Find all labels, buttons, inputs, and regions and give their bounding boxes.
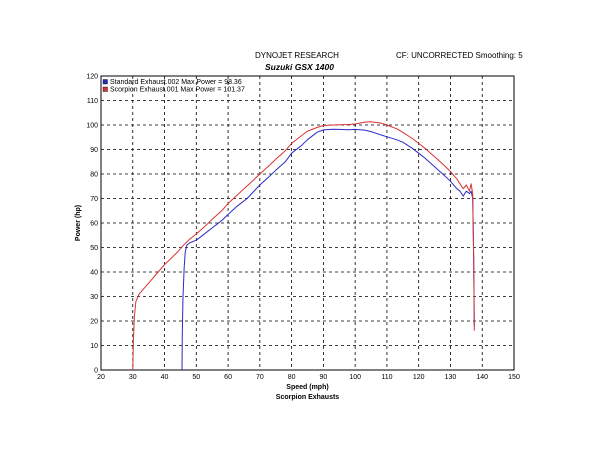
y-tick-label: 70 [90, 196, 98, 203]
y-tick-label: 40 [90, 270, 98, 277]
x-tick-label: 120 [413, 374, 425, 381]
y-tick-label: 0 [94, 368, 98, 375]
chart-title: DYNOJET RESEARCH [255, 51, 339, 60]
x-tick-label: 140 [476, 374, 488, 381]
x-tick-label: 50 [192, 374, 200, 381]
legend-swatch [102, 86, 108, 92]
x-tick-label: 60 [224, 374, 232, 381]
y-tick-label: 80 [90, 172, 98, 179]
x-tick-label: 130 [445, 374, 457, 381]
y-tick-label: 20 [90, 319, 98, 326]
grid-lines [100, 75, 515, 371]
x-tick-label: 30 [129, 374, 137, 381]
x-tick-label: 40 [161, 374, 169, 381]
y-tick-label: 100 [86, 123, 98, 130]
series-line-2 [132, 121, 475, 371]
legend-swatch [102, 79, 108, 85]
axis-ticks: 20 30 40 50 60 70 80 90 100 110 120 130 140 150 0 10 20 3… [86, 74, 520, 382]
x-tick-label: 20 [97, 374, 105, 381]
x-tick-label: 150 [508, 374, 520, 381]
x-tick-label: 80 [288, 374, 296, 381]
x-tick-label: 70 [256, 374, 264, 381]
y-tick-label: 120 [86, 74, 98, 81]
series-lines [132, 121, 475, 371]
y-tick-label: 30 [90, 294, 98, 301]
y-tick-label: 50 [90, 245, 98, 252]
series-line-1 [181, 128, 475, 371]
y-tick-label: 60 [90, 221, 98, 228]
chart-subtitle: Suzuki GSX 1400 [265, 62, 334, 72]
dyno-settings: CF: UNCORRECTED Smoothing: 5 [396, 51, 523, 60]
x-tick-label: 110 [381, 374, 392, 381]
legend-entry: Standard Exhaust.002 Max Power = 98.36 [110, 79, 242, 86]
legend-entry: Scorpion Exhaust.001 Max Power = 101.37 [110, 87, 245, 94]
x-tick-label: 100 [349, 374, 361, 381]
legend: Standard Exhaust.002 Max Power = 98.36Sc… [102, 79, 245, 94]
y-tick-label: 10 [90, 343, 98, 350]
x-tick-label: 90 [319, 374, 327, 381]
y-tick-label: 90 [90, 147, 98, 154]
y-tick-label: 110 [87, 98, 98, 105]
y-axis-label: Power (hp) [75, 205, 82, 241]
chart-caption: Scorpion Exhausts [276, 394, 340, 401]
x-axis-label: Speed (mph) [286, 384, 328, 391]
